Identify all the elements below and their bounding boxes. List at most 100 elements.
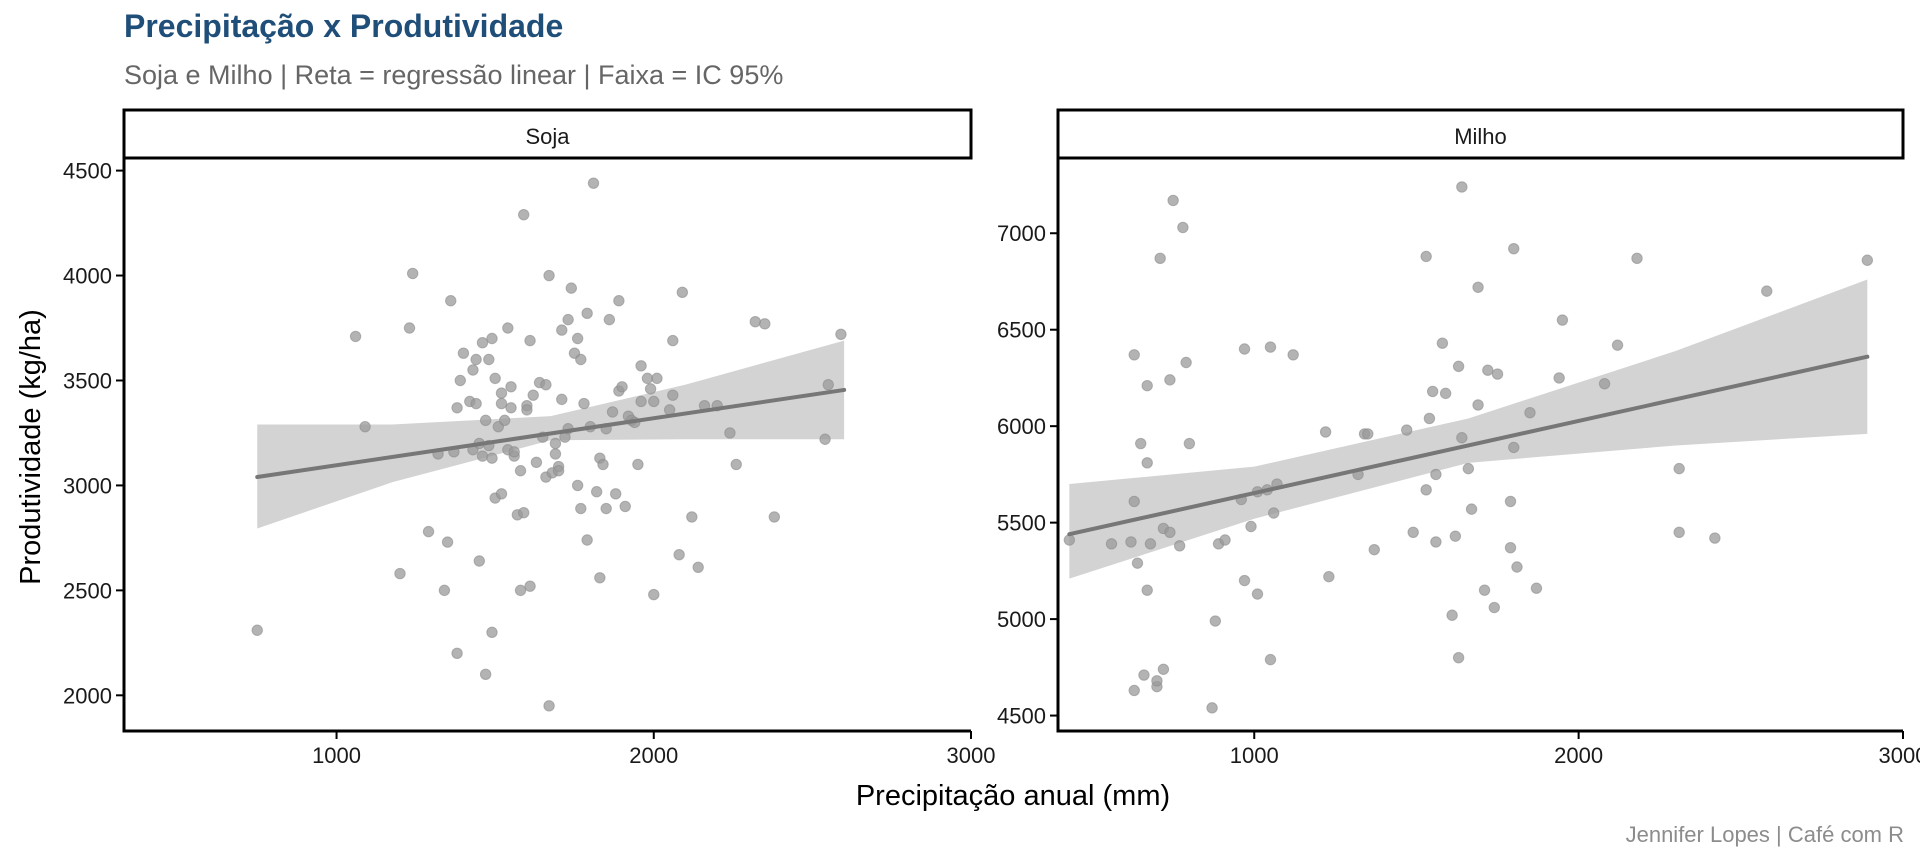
data-point	[1524, 406, 1536, 419]
data-point	[578, 397, 590, 410]
y-tick-label: 6500	[997, 318, 1046, 343]
data-point	[613, 295, 625, 307]
data-point	[422, 525, 435, 538]
data-point	[441, 536, 454, 548]
data-point	[1128, 349, 1140, 361]
y-tick-label: 7000	[997, 221, 1046, 246]
data-point	[556, 324, 568, 336]
data-point	[1553, 372, 1565, 384]
data-point	[1209, 615, 1222, 627]
data-point	[451, 402, 463, 414]
data-point	[673, 548, 685, 561]
data-point	[524, 334, 536, 347]
data-point	[549, 448, 562, 460]
chart-subtitle: Soja e Milho | Reta = regressão linear |…	[124, 60, 784, 90]
data-point	[632, 458, 644, 471]
data-point	[648, 395, 660, 408]
data-point	[1368, 543, 1380, 556]
data-point	[1508, 441, 1520, 454]
data-point	[1861, 254, 1874, 266]
x-tick-label: 1000	[1230, 743, 1279, 768]
data-point	[1141, 379, 1153, 392]
facet-strip-label: Milho	[1454, 124, 1507, 149]
data-point	[759, 318, 771, 330]
data-point	[667, 334, 679, 347]
data-point	[1452, 651, 1465, 664]
data-point	[1164, 374, 1176, 386]
data-point	[1238, 343, 1251, 355]
data-point	[648, 588, 660, 601]
data-point	[1157, 663, 1170, 675]
data-point	[597, 458, 609, 471]
data-point	[1420, 484, 1432, 496]
data-point	[1611, 339, 1624, 351]
data-point	[594, 572, 606, 584]
data-point	[676, 286, 689, 299]
data-point	[552, 465, 565, 477]
data-point	[486, 626, 498, 639]
data-point	[1709, 532, 1721, 544]
data-point	[1268, 507, 1280, 519]
data-point	[1154, 252, 1166, 265]
data-point	[1180, 356, 1192, 369]
data-point	[540, 378, 552, 391]
data-point	[476, 450, 489, 462]
x-tick-label: 3000	[947, 743, 996, 768]
y-tick-label: 5000	[997, 607, 1046, 632]
y-axis-label: Produtividade (kg/ha)	[15, 309, 47, 585]
x-tick-label: 3000	[1879, 743, 1920, 768]
data-point	[1478, 584, 1491, 596]
data-point	[1287, 349, 1299, 361]
panel-soja: Soja 1000 2000 3000 2000 2500 3000 3500 4000 4500	[63, 108, 996, 768]
data-point	[1063, 534, 1076, 546]
y-tick-label: 3500	[63, 368, 112, 393]
data-point	[1141, 457, 1153, 469]
data-point	[1323, 570, 1335, 583]
data-point	[1465, 503, 1478, 515]
data-point	[571, 479, 584, 492]
data-point	[1319, 426, 1332, 438]
data-point	[508, 446, 520, 458]
data-point	[1456, 432, 1468, 444]
data-point	[549, 437, 562, 450]
facet-strip	[1056, 108, 1905, 160]
data-point	[467, 364, 479, 376]
data-point	[692, 561, 704, 573]
facet-strip	[122, 108, 973, 160]
data-point	[530, 456, 543, 469]
data-point	[251, 624, 263, 636]
data-point	[454, 374, 466, 387]
data-point	[1144, 538, 1157, 550]
y-tick-label: 4500	[63, 159, 112, 184]
data-point	[1631, 252, 1643, 265]
data-point	[1151, 675, 1163, 687]
data-point	[565, 282, 577, 294]
x-tick-label: 2000	[629, 743, 678, 768]
data-point	[451, 647, 463, 660]
data-point	[1488, 601, 1500, 614]
data-point	[1452, 360, 1465, 373]
data-point	[749, 316, 761, 328]
y-tick-label: 2000	[63, 683, 112, 708]
data-point	[822, 378, 834, 391]
data-point	[438, 584, 451, 597]
data-point	[524, 580, 536, 592]
data-point	[1446, 609, 1458, 621]
data-point	[502, 322, 514, 334]
data-point	[476, 337, 489, 349]
data-point	[403, 322, 416, 334]
data-point	[1504, 542, 1517, 554]
data-point	[1128, 495, 1140, 508]
data-point	[518, 208, 530, 221]
data-point	[495, 488, 508, 500]
data-point	[457, 347, 470, 359]
data-point	[619, 500, 631, 513]
data-point	[1164, 526, 1176, 538]
data-point	[1105, 538, 1118, 550]
data-point	[483, 353, 495, 366]
data-point	[819, 433, 831, 445]
data-point	[473, 555, 485, 567]
data-point	[1131, 557, 1144, 569]
data-point	[543, 269, 555, 282]
y-tick-label: 2500	[63, 578, 112, 603]
